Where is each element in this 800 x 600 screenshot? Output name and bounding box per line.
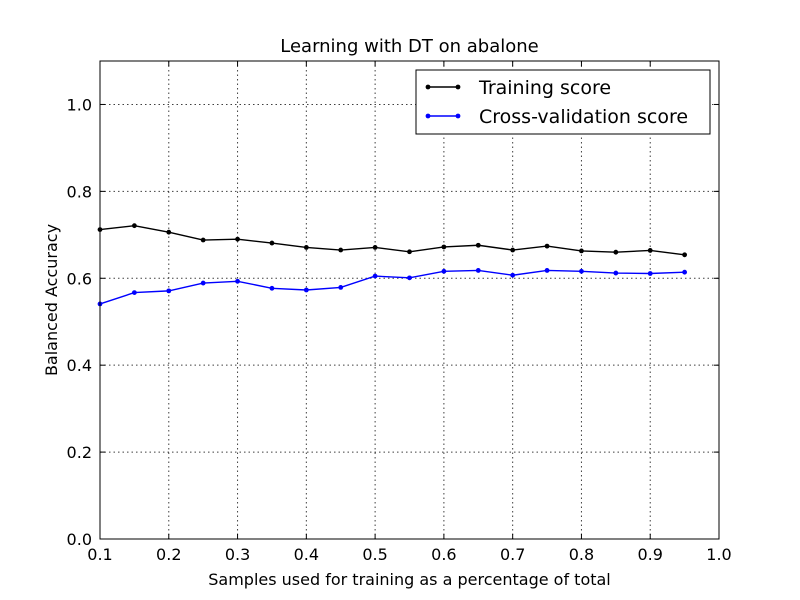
data-point — [441, 244, 447, 250]
data-point — [166, 229, 172, 235]
data-point — [647, 271, 653, 276]
data-point — [269, 285, 275, 291]
chart-title: Learning with DT on abalone — [280, 36, 538, 57]
series-line — [99, 269, 685, 305]
series-lines — [97, 223, 688, 307]
legend-label: Training score — [478, 77, 611, 99]
data-point — [510, 247, 516, 253]
legend-label: Cross-validation score — [479, 106, 688, 128]
axis-ticks: 0.1 0.2 0.3 0.4 0.5 0.6 0.7 0.8 0.9 1.0 0.0 0.2 0.4 0… — [67, 61, 732, 564]
x-tick-label: 0.1 — [87, 545, 112, 564]
y-axis-label: Balanced Accuracy — [42, 224, 61, 376]
x-tick-label: 0.2 — [156, 545, 181, 564]
x-axis-label: Samples used for training as a percentag… — [208, 570, 611, 589]
series-line — [99, 224, 685, 256]
data-point — [613, 270, 619, 276]
data-point — [338, 247, 344, 253]
data-point — [235, 278, 240, 284]
y-tick-label: 1.0 — [67, 95, 92, 114]
data-point — [613, 249, 619, 255]
legend-box — [415, 69, 711, 135]
legend-marker — [425, 84, 431, 90]
data-point — [441, 268, 447, 274]
x-tick-label: 0.9 — [637, 545, 662, 564]
data-point — [682, 252, 688, 258]
data-point — [131, 223, 137, 229]
data-point — [544, 243, 550, 249]
x-tick-label: 0.4 — [294, 545, 319, 564]
data-point — [166, 288, 172, 294]
data-point — [579, 248, 584, 254]
data-point — [200, 280, 206, 286]
data-point — [682, 269, 688, 275]
y-tick-label: 0.4 — [67, 356, 92, 375]
data-point — [200, 237, 206, 243]
x-tick-label: 1.0 — [706, 545, 731, 564]
data-point — [338, 284, 344, 290]
plot-frame — [99, 60, 720, 540]
data-point — [372, 273, 378, 279]
legend-marker — [455, 84, 461, 90]
data-point — [475, 268, 481, 273]
x-tick-label: 0.7 — [500, 545, 525, 564]
data-point — [510, 272, 516, 278]
data-point — [407, 275, 412, 281]
data-point — [131, 290, 137, 296]
legend-marker — [455, 113, 461, 119]
data-point — [269, 240, 275, 246]
y-tick-label: 0.6 — [67, 269, 92, 288]
data-point — [235, 236, 240, 242]
data-point — [647, 248, 653, 253]
legend-marker — [425, 113, 431, 119]
data-point — [407, 249, 412, 255]
x-tick-label: 0.3 — [225, 545, 250, 564]
series-1 — [97, 268, 688, 307]
data-point — [303, 287, 309, 293]
data-point — [303, 245, 309, 250]
y-tick-label: 0.2 — [67, 443, 92, 462]
x-tick-label: 0.8 — [569, 545, 594, 564]
x-tick-label: 0.5 — [362, 545, 387, 564]
data-point — [579, 268, 584, 274]
x-tick-label: 0.6 — [431, 545, 456, 564]
data-point — [372, 245, 378, 250]
data-point — [475, 242, 481, 248]
data-point — [544, 268, 550, 273]
series-0 — [97, 223, 688, 258]
legend: Training score Cross-validation score — [415, 69, 711, 135]
y-tick-label: 0.0 — [67, 530, 92, 549]
y-tick-label: 0.8 — [67, 182, 92, 201]
